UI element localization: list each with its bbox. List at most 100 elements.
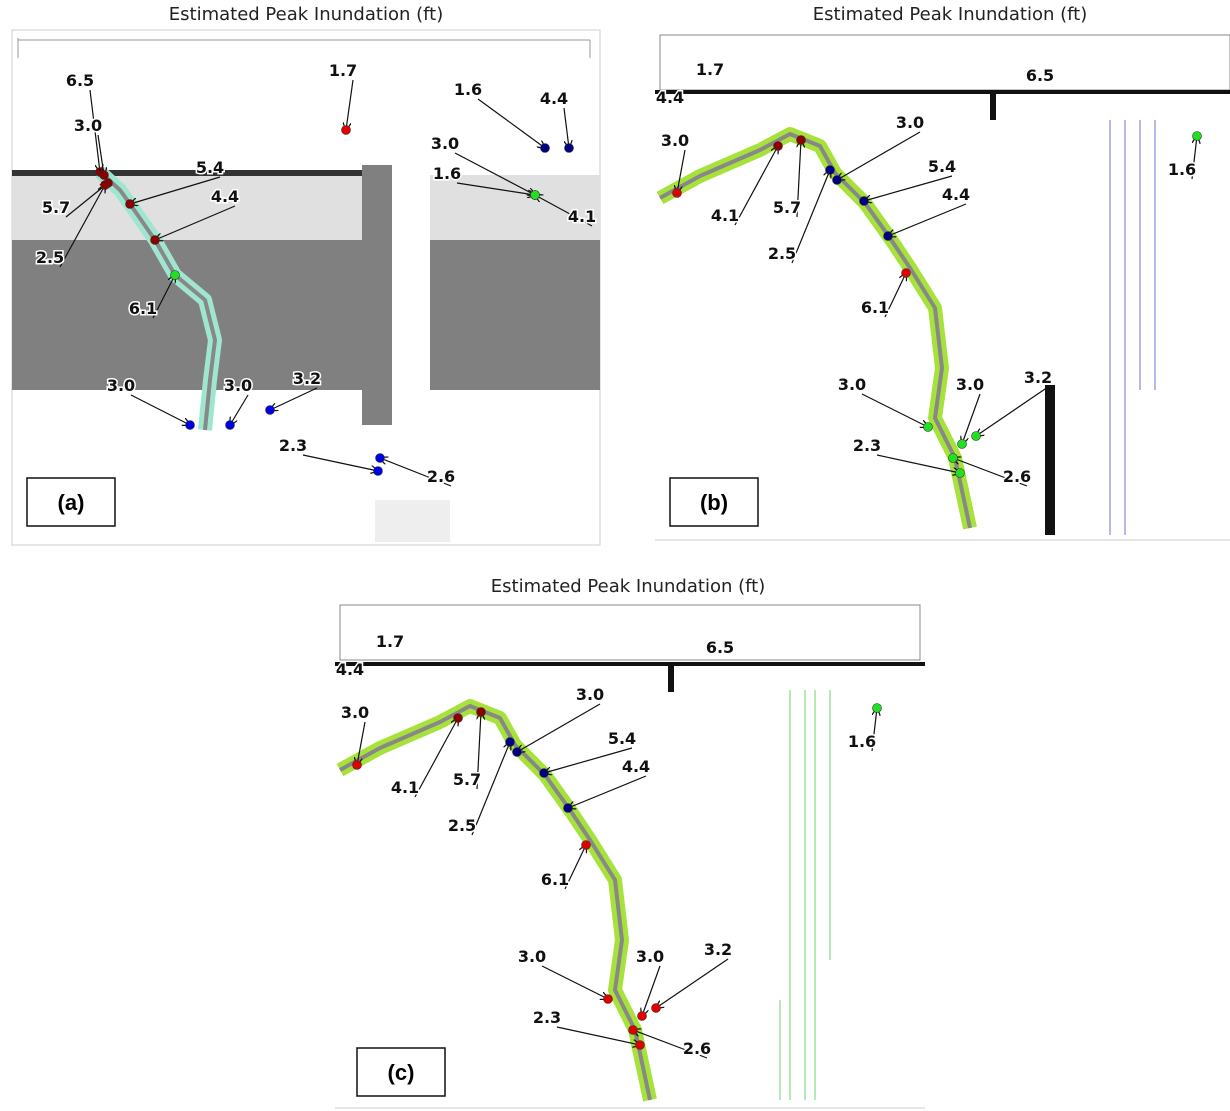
gauge-marker [796,135,806,145]
leader-arrow [568,775,647,808]
river-halo [656,127,977,530]
gauge-marker [948,453,958,463]
inundation-label: 3.2 [704,940,732,959]
inundation-label: 2.6 [427,467,455,486]
panel-tag: (a) [58,490,85,515]
leader-arrow [270,387,318,410]
gauge-marker [773,141,783,151]
inundation-label: 2.3 [853,436,881,455]
inundation-label: 2.3 [279,436,307,455]
gauge-marker [971,431,981,441]
panel-tag: (b) [700,490,728,515]
inundation-label: 6.1 [129,299,157,318]
gauge-marker [637,1011,647,1021]
leader-arrow [791,170,830,264]
panel-a-map [11,29,601,546]
gauge-marker [957,439,967,449]
leader-arrow [734,146,778,226]
leader-arrow [535,195,593,227]
inundation-label: 4.4 [211,187,239,206]
inundation-label: 4.4 [656,88,684,107]
inundation-label: 6.5 [66,71,94,90]
leader-arrow [888,203,967,236]
inundation-label: 3.0 [74,116,102,135]
leader-arrow [953,458,1028,487]
gauge-marker [859,196,869,206]
inundation-label: 5.7 [453,770,481,789]
gauge-marker [581,840,591,850]
leader-arrow [563,107,569,148]
leader-arrow [544,747,633,773]
inundation-label: 5.4 [928,157,956,176]
gauge-marker [540,143,550,153]
gauge-marker [563,803,573,813]
gauge-marker [955,468,965,478]
gauge-marker [125,199,135,209]
inundation-label: 5.7 [42,198,70,217]
gauge-marker [265,405,275,415]
inundation-label: 3.0 [576,685,604,704]
gauge-marker [99,170,109,180]
leader-arrow [796,140,801,218]
inundation-label: 4.4 [336,660,364,679]
leader-arrow [414,718,458,798]
gauge-marker [225,420,235,430]
panel-title: Estimated Peak Inundation (ft) [169,4,443,25]
gauge-marker [453,713,463,723]
leader-arrow [642,965,661,1016]
gauge-marker [832,175,842,185]
inundation-label: 2.5 [36,248,64,267]
inundation-label: 1.6 [1168,160,1196,179]
gauge-marker [923,422,933,432]
leader-arrow [477,98,545,148]
river [659,132,972,529]
leader-arrow [884,273,906,318]
panel-b-map [655,34,1230,541]
gauge-marker [825,165,835,175]
leader-arrow [564,845,586,890]
inundation-label: 3.0 [956,375,984,394]
gauge-marker [476,707,486,717]
inundation-label: 1.6 [454,80,482,99]
gauge-marker [505,737,515,747]
leader-arrow [230,394,249,425]
inundation-label: 1.7 [696,60,724,79]
leader-arrow [471,742,510,836]
gauge-marker [564,143,574,153]
leader-arrow [454,152,535,195]
gauge-marker [530,190,540,200]
panel-title: Estimated Peak Inundation (ft) [813,4,1087,25]
river [339,704,652,1101]
gauge-marker [635,1040,645,1050]
inundation-label: 1.7 [329,61,357,80]
leader-arrow [346,79,354,130]
leader-arrow [357,721,366,765]
inundation-label: 3.0 [107,376,135,395]
leader-arrow [871,708,877,752]
leader-arrow [962,393,981,444]
panel-tag: (c) [388,1060,415,1085]
leader-arrow [456,182,535,195]
gauge-marker [375,453,385,463]
leader-arrow [1191,136,1197,180]
inundation-label: 1.6 [433,164,461,183]
leader-arrow [380,458,452,487]
inundation-label: 2.5 [448,816,476,835]
gauge-marker [352,760,362,770]
inundation-label: 3.0 [341,703,369,722]
leader-arrow [556,1026,640,1045]
gauge-marker [1192,131,1202,141]
leader-arrow [861,393,928,427]
inundation-label: 2.5 [768,244,796,263]
leader-arrow [152,275,175,319]
inundation-label: 3.0 [224,376,252,395]
gauge-marker [539,768,549,778]
leader-arrow [976,386,1049,436]
gauge-marker [901,268,911,278]
inundation-label: 6.1 [541,870,569,889]
inundation-label: 2.6 [683,1039,711,1058]
inundation-label: 3.0 [896,113,924,132]
inundation-label: 4.1 [391,778,419,797]
leader-arrow [155,205,236,240]
inundation-label: 3.2 [1024,368,1052,387]
